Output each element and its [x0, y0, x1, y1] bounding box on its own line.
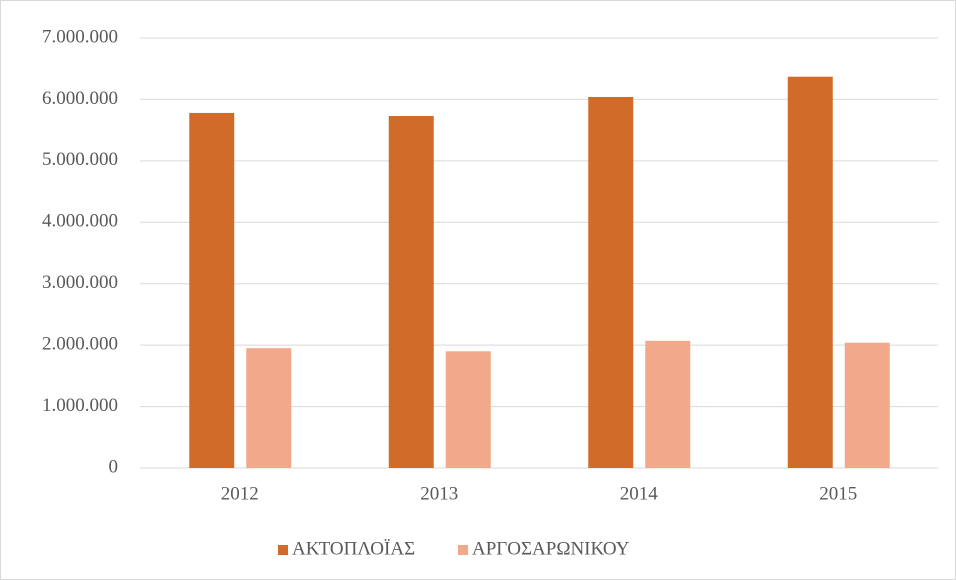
y-tick-label: 2.000.000	[42, 334, 118, 355]
y-tick-label: 0	[109, 456, 119, 477]
y-tick-label: 7.000.000	[42, 26, 118, 47]
y-tick-label: 4.000.000	[42, 211, 118, 232]
y-tick-label: 1.000.000	[42, 395, 118, 416]
bar	[189, 112, 235, 468]
legend-label: ΑΚΤΟΠΛΟΪΑΣ	[292, 538, 415, 559]
legend-label: ΑΡΓΟΣΑΡΩΝΙΚΟΥ	[472, 538, 630, 559]
bar	[787, 76, 833, 468]
legend-swatch	[458, 545, 468, 555]
legend-swatch	[278, 545, 288, 555]
y-tick-label: 3.000.000	[42, 272, 118, 293]
bar	[388, 116, 434, 468]
x-tick-label: 2013	[420, 483, 458, 504]
x-tick-label: 2015	[819, 483, 857, 504]
bar	[844, 342, 890, 468]
bar	[645, 340, 691, 468]
y-tick-label: 6.000.000	[42, 88, 118, 109]
x-tick-label: 2012	[221, 483, 259, 504]
bar	[246, 348, 292, 468]
bar	[588, 96, 634, 468]
bar	[445, 351, 491, 468]
x-tick-label: 2014	[620, 483, 659, 504]
y-tick-label: 5.000.000	[42, 149, 118, 170]
